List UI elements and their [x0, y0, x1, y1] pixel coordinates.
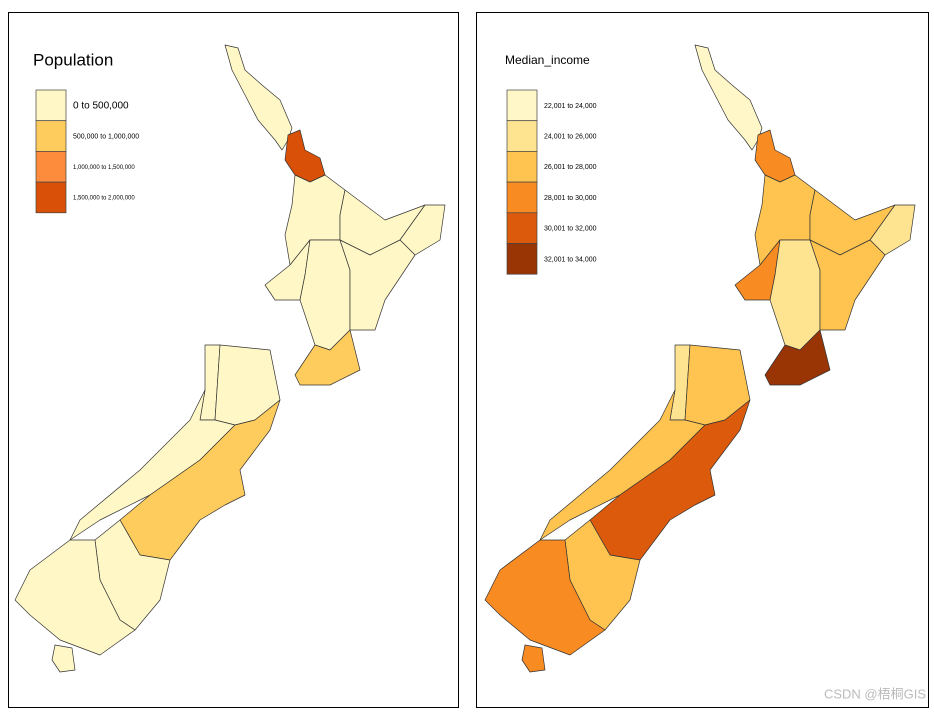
legend-label: 32,001 to 34,000 [544, 256, 597, 263]
map-title: Median_income [505, 53, 590, 67]
legend-label: 26,001 to 28,000 [544, 164, 597, 171]
region [589, 399, 751, 561]
map-title: Population [33, 50, 113, 69]
region [14, 539, 136, 656]
legend-swatch [506, 181, 538, 214]
legend-swatch [35, 120, 67, 152]
watermark: CSDN @梧桐GIS [824, 686, 926, 701]
legend-label: 0 to 500,000 [73, 101, 129, 112]
legend-swatch [506, 151, 538, 183]
panel-frame [8, 12, 459, 708]
region [521, 644, 546, 673]
region [399, 204, 446, 256]
region [51, 644, 76, 673]
region [539, 389, 706, 541]
region [69, 389, 236, 541]
legend-label: 1,500,000 to 2,000,000 [73, 196, 135, 202]
region [769, 239, 821, 351]
legend-swatch [506, 243, 538, 275]
legend-swatch [506, 89, 538, 122]
region [809, 239, 886, 331]
region [764, 329, 831, 386]
legend-label: 500,000 to 1,000,000 [73, 134, 139, 141]
legend-swatch [506, 120, 538, 152]
legend-swatch [35, 181, 67, 214]
region [119, 399, 281, 561]
region [484, 539, 606, 656]
region [869, 204, 916, 256]
region [754, 129, 796, 183]
legend-swatch [506, 212, 538, 244]
legend-label: 30,001 to 32,000 [544, 226, 597, 233]
legend-swatch [35, 89, 67, 122]
legend-label: 28,001 to 30,000 [544, 195, 597, 202]
legend-label: 24,001 to 26,000 [544, 134, 597, 141]
legend-label: 1,000,000 to 1,500,000 [73, 165, 135, 171]
region [224, 44, 293, 151]
region [339, 239, 416, 331]
legend-label: 22,001 to 24,000 [544, 103, 597, 110]
panel-frame [476, 12, 929, 708]
region [694, 44, 763, 151]
legend-swatch [35, 151, 67, 183]
region [299, 239, 351, 351]
region [284, 129, 326, 183]
region [294, 329, 361, 386]
